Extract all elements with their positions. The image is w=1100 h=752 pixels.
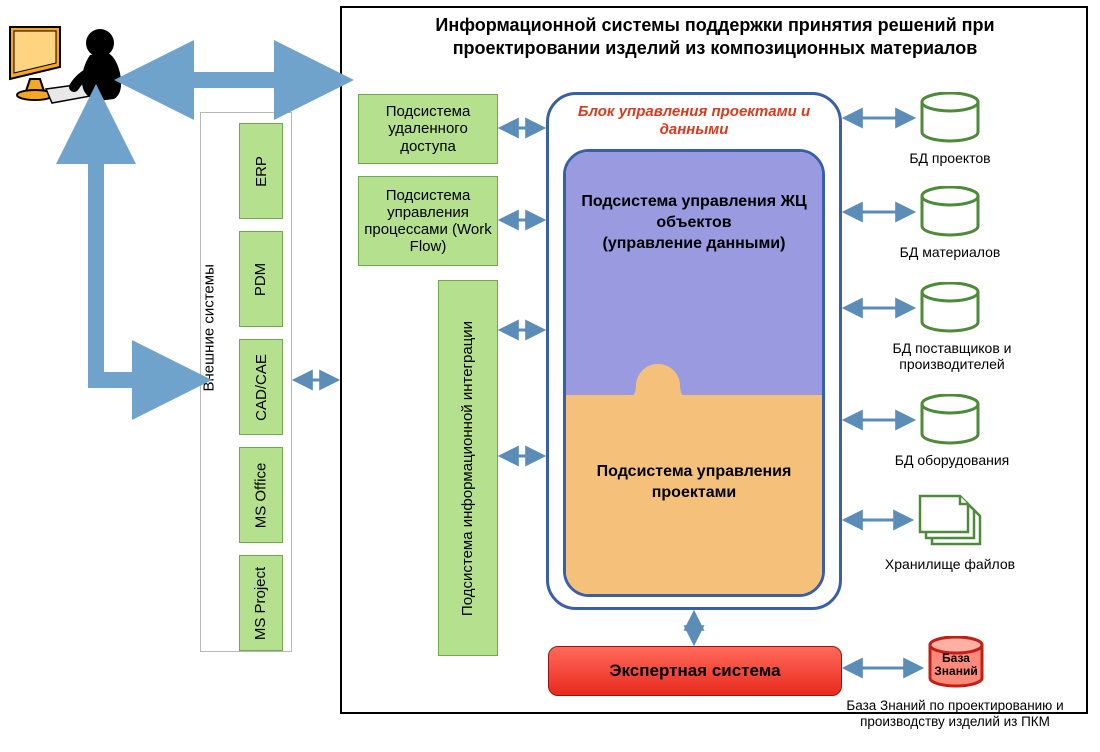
file-storage-label: Хранилище файлов <box>880 556 1020 572</box>
subsystem-integration: Подсистема информационной интеграции <box>438 280 498 656</box>
puzzle-bottom-label: Подсистема управления проектами <box>566 462 822 504</box>
ext-item-msproject: MS Project <box>239 555 283 651</box>
db-projects-label: БД проектов <box>880 150 1020 166</box>
user-workstation-icon <box>2 15 132 125</box>
ext-item-pdm: PDM <box>239 231 283 327</box>
expert-system-label: Экспертная система <box>609 661 780 681</box>
db-materials-icon <box>918 186 982 238</box>
db-equipment-icon <box>918 394 982 446</box>
subsystem-remote: Подсистема удаленного доступа <box>358 94 498 164</box>
subsystem-label: Подсистема управления процессами (Work F… <box>363 187 493 256</box>
main-title: Информационной системы поддержки приняти… <box>360 14 1070 59</box>
ext-item-msoffice: MS Office <box>239 447 283 543</box>
file-storage-icon <box>914 490 988 552</box>
puzzle-area: Подсистема управления ЖЦ объектов (управ… <box>563 149 825 597</box>
ext-item-label: ERP <box>253 156 270 187</box>
external-systems-label: Внешние системы <box>201 372 218 392</box>
ext-item-cadcae: CAD/CAE <box>239 339 283 435</box>
db-suppliers-label: БД поставщиков и производителей <box>868 340 1036 372</box>
knowledge-base-caption: База Знаний по проектированию и производ… <box>820 698 1090 729</box>
subsystem-workflow: Подсистема управления процессами (Work F… <box>358 176 498 266</box>
ext-item-label: CAD/CAE <box>253 354 270 421</box>
db-projects-icon <box>918 92 982 144</box>
ext-item-label: PDM <box>253 262 270 295</box>
ext-item-erp: ERP <box>239 123 283 219</box>
db-suppliers-icon <box>918 282 982 334</box>
puzzle-top-label: Подсистема управления ЖЦ объектов (управ… <box>566 192 822 254</box>
subsystem-label: Подсистема удаленного доступа <box>363 103 493 155</box>
ext-item-label: MS Office <box>253 462 270 528</box>
pm-block-title: Блок управления проектами и данными <box>549 103 839 139</box>
knowledge-base-short: База Знаний <box>926 652 986 678</box>
db-equipment-label: БД оборудования <box>876 452 1028 468</box>
db-materials-label: БД материалов <box>880 244 1020 260</box>
ext-item-label: MS Project <box>253 566 270 639</box>
pm-block: Блок управления проектами и данными Подс… <box>546 92 842 610</box>
expert-system: Экспертная система <box>548 646 842 696</box>
subsystem-label: Подсистема информационной интеграции <box>460 320 477 615</box>
external-systems-panel: Внешние системы ERP PDM CAD/CAE MS Offic… <box>200 112 292 652</box>
